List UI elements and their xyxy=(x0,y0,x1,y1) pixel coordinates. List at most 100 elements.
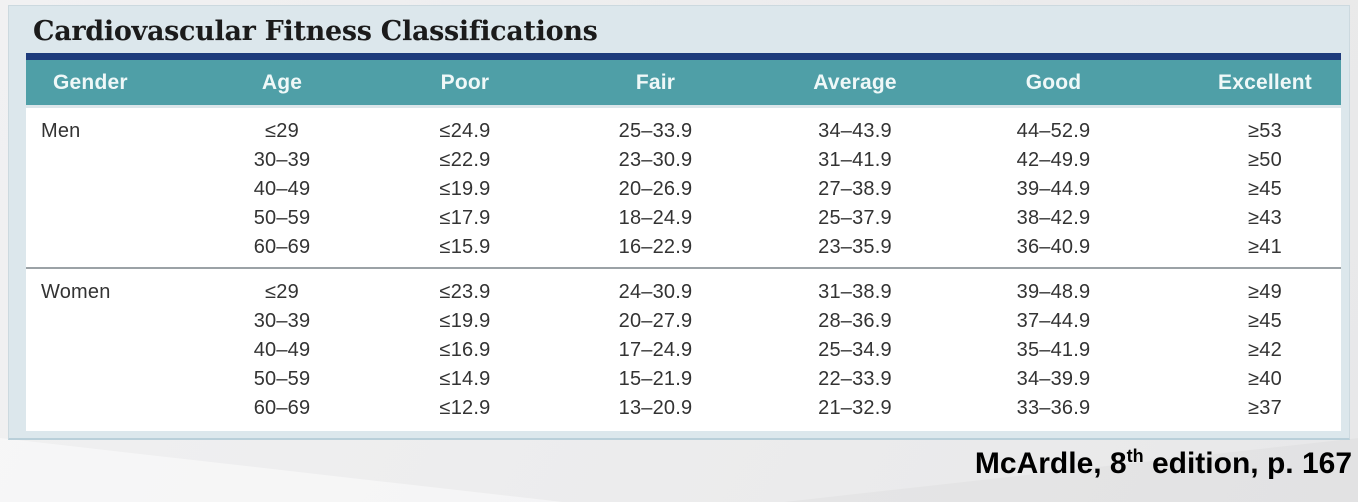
fair-cell: 25–33.9 xyxy=(618,120,693,143)
excellent-cell: ≥53 xyxy=(1248,120,1282,143)
average-cell: 21–32.9 xyxy=(818,397,892,420)
age-cell: 50–59 xyxy=(253,207,311,230)
average-cell: 25–34.9 xyxy=(818,339,892,362)
age-cell: ≤29 xyxy=(265,281,299,304)
table-row: 40–49 ≤16.9 17–24.9 25–34.9 35–41.9 ≥42 xyxy=(26,336,1341,365)
poor-cell: ≤15.9 xyxy=(439,236,491,259)
excellent-cell: ≥45 xyxy=(1248,178,1282,201)
excellent-cell: ≥49 xyxy=(1248,281,1282,304)
good-cell: 35–41.9 xyxy=(1016,339,1091,362)
average-cell: 28–36.9 xyxy=(818,310,892,333)
gender-cell xyxy=(26,394,191,431)
gender-cell xyxy=(26,307,191,336)
good-cell: 44–52.9 xyxy=(1016,120,1091,143)
fair-cell: 24–30.9 xyxy=(618,281,693,304)
table-header: Gender Age Poor Fair Average Good Excell… xyxy=(26,60,1341,109)
background-facet-light xyxy=(0,438,563,502)
average-cell: 25–37.9 xyxy=(818,207,892,230)
poor-cell: ≤22.9 xyxy=(439,149,491,172)
good-cell: 38–42.9 xyxy=(1016,207,1091,230)
poor-cell: ≤19.9 xyxy=(439,178,491,201)
gender-cell xyxy=(26,365,191,394)
excellent-cell: ≥45 xyxy=(1248,310,1282,333)
women-section: Women ≤29 ≤23.9 24–30.9 31–38.9 39–48.9 ≥49 30–… xyxy=(26,268,1341,432)
poor-cell: ≤12.9 xyxy=(439,397,491,420)
gender-cell xyxy=(26,204,191,233)
table-row: 50–59 ≤14.9 15–21.9 22–33.9 34–39.9 ≥40 xyxy=(26,365,1341,394)
age-cell: 40–49 xyxy=(253,339,311,362)
poor-cell: ≤14.9 xyxy=(439,368,491,391)
average-cell: 34–43.9 xyxy=(818,120,892,143)
table-figure: Cardiovascular Fitness Classifications G… xyxy=(8,5,1350,440)
fair-cell: 15–21.9 xyxy=(618,368,693,391)
table-row: 30–39 ≤22.9 23–30.9 31–41.9 42–49.9 ≥50 xyxy=(26,146,1341,175)
good-cell: 39–48.9 xyxy=(1016,281,1091,304)
excellent-cell: ≥50 xyxy=(1248,149,1282,172)
gender-cell xyxy=(26,146,191,175)
good-cell: 39–44.9 xyxy=(1016,178,1091,201)
excellent-cell: ≥42 xyxy=(1248,339,1282,362)
table-row: 30–39 ≤19.9 20–27.9 28–36.9 37–44.9 ≥45 xyxy=(26,307,1341,336)
table-row: 40–49 ≤19.9 20–26.9 27–38.9 39–44.9 ≥45 xyxy=(26,175,1341,204)
gender-cell: Women xyxy=(41,281,111,304)
table-row: Women ≤29 ≤23.9 24–30.9 31–38.9 39–48.9 ≥49 xyxy=(26,268,1341,307)
poor-cell: ≤24.9 xyxy=(439,120,491,143)
gender-cell xyxy=(26,336,191,365)
good-cell: 34–39.9 xyxy=(1016,368,1091,391)
poor-cell: ≤23.9 xyxy=(439,281,491,304)
fair-cell: 13–20.9 xyxy=(618,397,693,420)
table-row: 60–69 ≤12.9 13–20.9 21–32.9 33–36.9 ≥37 xyxy=(26,394,1341,431)
excellent-cell: ≥37 xyxy=(1248,397,1282,420)
citation-text-after: edition, p. 167 xyxy=(1143,447,1352,480)
column-header-average: Average xyxy=(754,60,956,109)
average-cell: 22–33.9 xyxy=(818,368,892,391)
citation: McArdle, 8th edition, p. 167 xyxy=(975,447,1352,481)
excellent-cell: ≥40 xyxy=(1248,368,1282,391)
age-cell: 60–69 xyxy=(253,236,311,259)
table-row: 60–69 ≤15.9 16–22.9 23–35.9 36–40.9 ≥41 xyxy=(26,233,1341,268)
header-accent-bar xyxy=(26,53,1341,61)
good-cell: 42–49.9 xyxy=(1016,149,1091,172)
poor-cell: ≤17.9 xyxy=(439,207,491,230)
column-header-poor: Poor xyxy=(373,60,557,109)
good-cell: 36–40.9 xyxy=(1016,236,1091,259)
citation-superscript: th xyxy=(1126,446,1144,466)
good-cell: 37–44.9 xyxy=(1016,310,1091,333)
average-cell: 31–38.9 xyxy=(818,281,892,304)
average-cell: 23–35.9 xyxy=(818,236,892,259)
age-cell: ≤29 xyxy=(265,120,299,143)
gender-cell xyxy=(26,175,191,204)
poor-cell: ≤19.9 xyxy=(439,310,491,333)
table-header-row: Gender Age Poor Fair Average Good Excell… xyxy=(26,60,1341,109)
average-cell: 31–41.9 xyxy=(818,149,892,172)
age-cell: 30–39 xyxy=(253,310,311,333)
fair-cell: 20–26.9 xyxy=(618,178,693,201)
fair-cell: 20–27.9 xyxy=(618,310,693,333)
column-header-good: Good xyxy=(956,60,1151,109)
excellent-cell: ≥41 xyxy=(1248,236,1282,259)
table-row: Men ≤29 ≤24.9 25–33.9 34–43.9 44–52.9 ≥53 xyxy=(26,107,1341,147)
gender-cell: Men xyxy=(41,120,81,143)
column-header-age: Age xyxy=(191,60,373,109)
table-row: 50–59 ≤17.9 18–24.9 25–37.9 38–42.9 ≥43 xyxy=(26,204,1341,233)
fair-cell: 16–22.9 xyxy=(618,236,693,259)
men-section: Men ≤29 ≤24.9 25–33.9 34–43.9 44–52.9 ≥53 30–39… xyxy=(26,106,1341,269)
fitness-classification-table: Gender Age Poor Fair Average Good Excell… xyxy=(26,60,1341,432)
excellent-cell: ≥43 xyxy=(1248,207,1282,230)
gender-cell xyxy=(26,233,191,268)
fair-cell: 18–24.9 xyxy=(618,207,693,230)
average-cell: 27–38.9 xyxy=(818,178,892,201)
age-cell: 30–39 xyxy=(253,149,311,172)
poor-cell: ≤16.9 xyxy=(439,339,491,362)
column-header-gender: Gender xyxy=(26,60,191,109)
age-cell: 60–69 xyxy=(253,397,311,420)
fair-cell: 23–30.9 xyxy=(618,149,693,172)
age-cell: 40–49 xyxy=(253,178,311,201)
age-cell: 50–59 xyxy=(253,368,311,391)
fair-cell: 17–24.9 xyxy=(618,339,693,362)
column-header-fair: Fair xyxy=(557,60,754,109)
column-header-excellent: Excellent xyxy=(1151,60,1341,109)
page-title: Cardiovascular Fitness Classifications xyxy=(33,16,598,47)
good-cell: 33–36.9 xyxy=(1016,397,1091,420)
